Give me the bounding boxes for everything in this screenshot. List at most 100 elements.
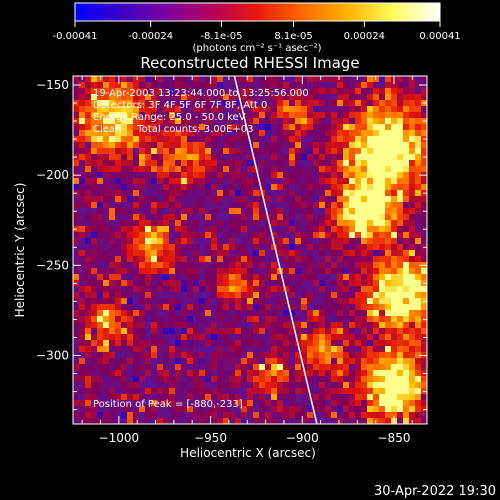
heatmap-cell	[373, 268, 379, 274]
heatmap-cell	[325, 160, 331, 166]
heatmap-cell	[277, 346, 283, 352]
heatmap-cell	[349, 412, 355, 418]
heatmap-cell	[289, 418, 295, 424]
heatmap-cell	[211, 262, 217, 268]
heatmap-cell	[217, 196, 223, 202]
heatmap-cell	[139, 352, 145, 358]
heatmap-cell	[115, 322, 121, 328]
heatmap-cell	[313, 412, 319, 418]
heatmap-cell	[349, 268, 355, 274]
heatmap-cell	[205, 250, 211, 256]
heatmap-cell	[109, 316, 115, 322]
heatmap-cell	[325, 154, 331, 160]
heatmap-cell	[133, 88, 139, 94]
heatmap-cell	[193, 226, 199, 232]
heatmap-cell	[193, 400, 199, 406]
heatmap-cell	[109, 100, 115, 106]
heatmap-cell	[421, 388, 427, 394]
heatmap-cell	[421, 256, 427, 262]
heatmap-cell	[139, 400, 145, 406]
heatmap-cell	[307, 184, 313, 190]
heatmap-cell	[295, 364, 301, 370]
heatmap-cell	[397, 262, 403, 268]
heatmap-cell	[241, 286, 247, 292]
heatmap-cell	[235, 142, 241, 148]
heatmap-cell	[289, 310, 295, 316]
heatmap-cell	[103, 208, 109, 214]
heatmap-cell	[241, 304, 247, 310]
heatmap-cell	[415, 154, 421, 160]
heatmap-cell	[121, 322, 127, 328]
heatmap-cell	[85, 160, 91, 166]
heatmap-cell	[391, 172, 397, 178]
heatmap-cell	[121, 130, 127, 136]
heatmap-cell	[103, 184, 109, 190]
heatmap-cell	[91, 220, 97, 226]
heatmap-cell	[193, 238, 199, 244]
heatmap-cell	[289, 292, 295, 298]
heatmap-cell	[409, 112, 415, 118]
heatmap-cell	[265, 178, 271, 184]
heatmap-cell	[325, 274, 331, 280]
heatmap-cell	[277, 190, 283, 196]
heatmap-cell	[109, 358, 115, 364]
heatmap-cell	[373, 220, 379, 226]
heatmap-cell	[181, 286, 187, 292]
heatmap-cell	[343, 328, 349, 334]
heatmap-cell	[163, 310, 169, 316]
heatmap-cell	[385, 364, 391, 370]
heatmap-cell	[361, 256, 367, 262]
heatmap-cell	[223, 166, 229, 172]
heatmap-cell	[109, 262, 115, 268]
heatmap-cell	[343, 154, 349, 160]
heatmap-cell	[283, 412, 289, 418]
heatmap-cell	[253, 214, 259, 220]
heatmap-cell	[355, 394, 361, 400]
heatmap-cell	[265, 346, 271, 352]
heatmap-cell	[253, 136, 259, 142]
heatmap-cell	[295, 232, 301, 238]
heatmap-cell	[121, 406, 127, 412]
heatmap-cell	[337, 208, 343, 214]
heatmap-cell	[325, 106, 331, 112]
heatmap-cell	[247, 196, 253, 202]
heatmap-cell	[151, 334, 157, 340]
heatmap-cell	[85, 220, 91, 226]
heatmap-cell	[271, 274, 277, 280]
heatmap-cell	[415, 190, 421, 196]
heatmap-cell	[169, 106, 175, 112]
heatmap-cell	[391, 394, 397, 400]
heatmap-cell	[289, 412, 295, 418]
heatmap-cell	[415, 304, 421, 310]
heatmap-cell	[211, 280, 217, 286]
heatmap-cell	[253, 148, 259, 154]
heatmap-cell	[409, 118, 415, 124]
heatmap-cell	[265, 340, 271, 346]
heatmap-cell	[397, 190, 403, 196]
heatmap-cell	[415, 346, 421, 352]
heatmap-cell	[217, 166, 223, 172]
heatmap-cell	[283, 106, 289, 112]
heatmap-cell	[283, 100, 289, 106]
heatmap-cell	[259, 376, 265, 382]
heatmap-cell	[337, 178, 343, 184]
heatmap-cell	[145, 136, 151, 142]
heatmap-cell	[145, 310, 151, 316]
heatmap-cell	[289, 394, 295, 400]
heatmap-cell	[211, 352, 217, 358]
heatmap-cell	[283, 220, 289, 226]
heatmap-cell	[115, 226, 121, 232]
heatmap-cell	[391, 334, 397, 340]
heatmap-cell	[121, 292, 127, 298]
heatmap-cell	[271, 94, 277, 100]
heatmap-cell	[181, 406, 187, 412]
heatmap-cell	[397, 400, 403, 406]
heatmap-cell	[259, 136, 265, 142]
heatmap-cell	[343, 208, 349, 214]
heatmap-cell	[367, 364, 373, 370]
heatmap-cell	[133, 82, 139, 88]
heatmap-cell	[157, 364, 163, 370]
heatmap-cell	[391, 304, 397, 310]
heatmap-cell	[415, 340, 421, 346]
heatmap-cell	[421, 106, 427, 112]
